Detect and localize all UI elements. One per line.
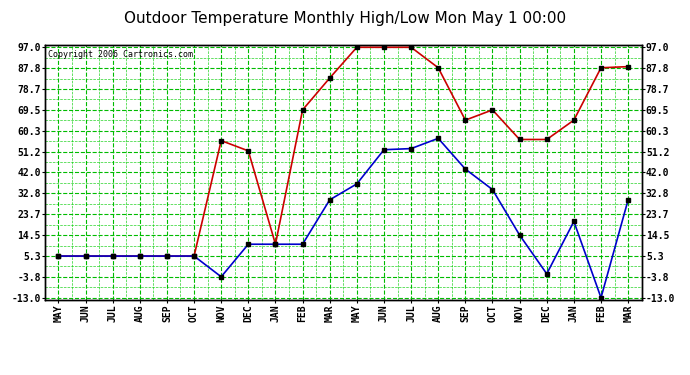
- Text: Copyright 2006 Cartronics.com: Copyright 2006 Cartronics.com: [48, 50, 193, 59]
- Text: Outdoor Temperature Monthly High/Low Mon May 1 00:00: Outdoor Temperature Monthly High/Low Mon…: [124, 11, 566, 26]
